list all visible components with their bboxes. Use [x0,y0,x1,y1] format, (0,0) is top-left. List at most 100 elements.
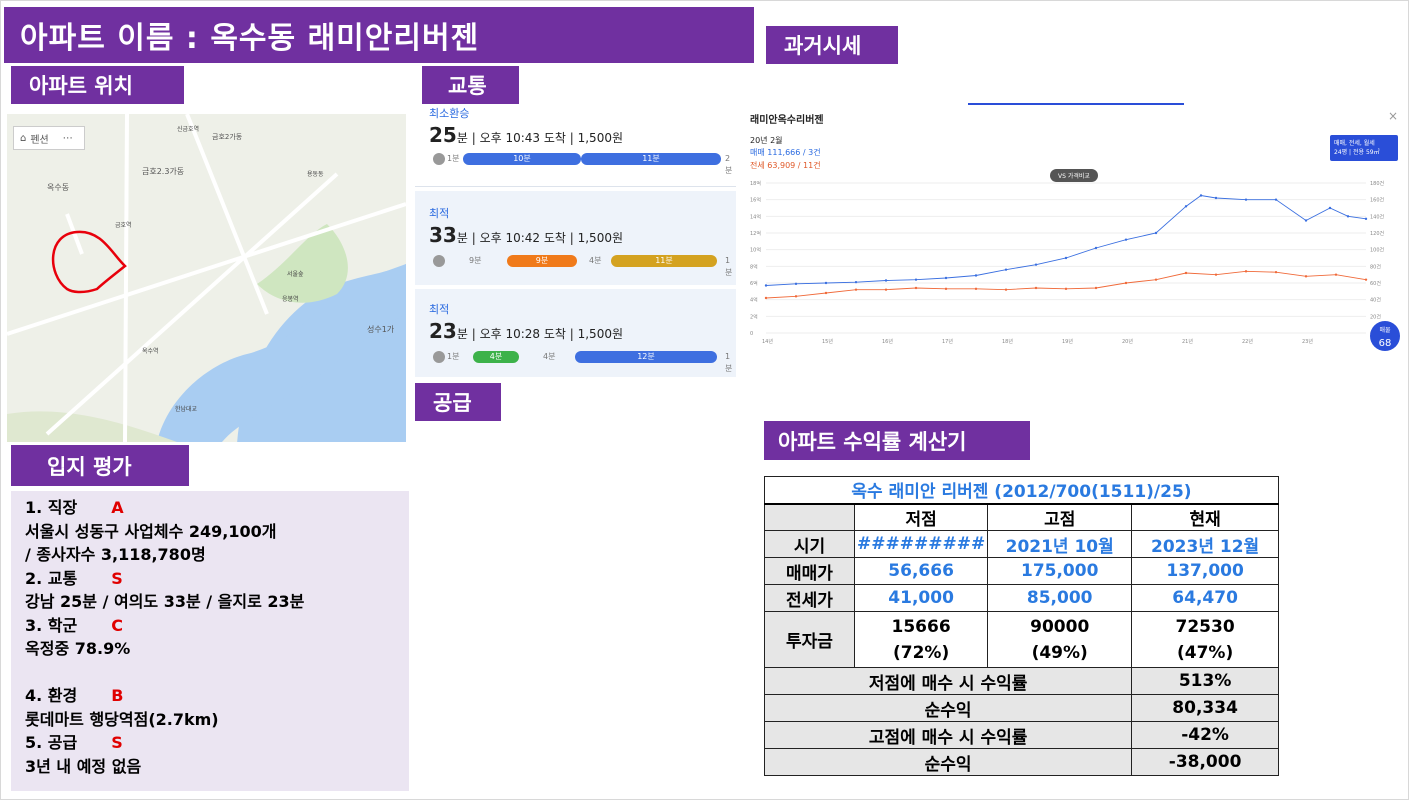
y-tick-label: 16억 [750,197,761,204]
data-point [914,278,918,281]
segment-time: 1분 [725,352,733,373]
summary-value: -38,000 [1131,748,1279,776]
eval-detail: 롯데마트 행당역점(2.7km) [25,709,219,729]
eval-detail: 서울시 성동구 사업체수 249,100개 [25,521,277,541]
deal-type-select[interactable]: 매매, 전세, 월세 24평 | 전용 59㎡ [1330,135,1398,161]
invest-amount: 90000 [1030,616,1090,637]
invest-amount: 72530 [1175,616,1235,637]
listing-count-badge[interactable]: 매물 68 [1370,321,1400,351]
calc-cell: 41,000 [853,584,989,612]
jeonse-summary: 전세 63,909 / 11건 [750,161,821,170]
calc-cell: 64,470 [1131,584,1279,612]
data-point [914,286,918,290]
data-point [884,279,888,282]
eval-item-head: 2. 교통 S [25,567,395,591]
segment-time: 4분 [543,352,556,361]
data-point [1034,263,1038,266]
y-tick-label: 6억 [750,280,758,287]
supply-heading: 공급 [415,383,501,421]
data-point [854,288,858,291]
x-tick-label: 17년 [942,338,953,345]
transit-panel: 최소환승 25분 | 오후 10:43 도착 | 1,500원 1분 10분 1… [415,107,736,377]
data-point [1124,238,1128,241]
calc-cell: 2023년 12월 [1131,530,1279,558]
page-title: 아파트 이름 : 옥수동 래미안리버젠 [4,7,754,63]
data-point [1244,198,1248,201]
y-tick-label: 2억 [750,313,758,320]
data-point [1154,278,1158,281]
data-point [1274,198,1278,201]
x-tick-label: 20년 [1122,338,1133,345]
eval-spacer [25,661,395,685]
data-point [974,274,978,277]
bus-segment: 10분 [463,153,581,165]
data-point [794,295,798,298]
data-point [1214,196,1218,200]
y2-tick-label: 140건 [1370,213,1385,220]
data-point [1184,205,1188,208]
eval-head: 2. 교통 [25,568,78,588]
y-tick-label: 8억 [750,263,758,270]
calculator-heading: 아파트 수익률 계산기 [764,421,1030,460]
x-tick-label: 15년 [822,338,833,345]
data-point [1004,268,1008,271]
x-tick-label: 22년 [1242,338,1253,345]
route-minutes: 33 [429,223,457,247]
x-tick-label: 14년 [762,338,773,345]
segment-time: 1분 [447,154,460,163]
map-label: 용동동 [307,171,324,178]
data-point [1094,286,1098,290]
x-tick-label: 23년 [1302,338,1313,345]
y-tick-label: 18억 [750,180,761,187]
map-label: 신금호역 [177,126,200,133]
calc-col-header: 고점 [987,503,1133,531]
calc-cell: 137,000 [1131,557,1279,585]
bus-segment: 12분 [575,351,717,363]
y2-tick-label: 80건 [1370,263,1381,270]
route-option[interactable]: 최적 33분 | 오후 10:42 도착 | 1,500원 9분 9분 4분 1… [415,191,736,285]
calc-row-label: 매매가 [764,557,855,585]
chart-apartment-title: 래미안옥수리버젠 [750,115,824,126]
route-time: 23분 | 오후 10:28 도착 | 1,500원 [429,319,623,343]
eval-item-head: 5. 공급 S [25,731,395,755]
data-point [824,281,828,285]
eval-grade: C [111,615,123,635]
eval-grade: S [111,733,123,752]
map-label: 옥수역 [142,348,159,355]
y-tick-label: 10억 [750,247,761,254]
route-minutes-unit: 분 [456,231,468,245]
past-price-heading: 과거시세 [766,26,898,64]
y-tick-label: 0 [750,331,753,337]
route-option[interactable]: 최적 23분 | 오후 10:28 도착 | 1,500원 1분 4분 4분 1… [415,289,736,377]
route-label: 최적 [429,207,450,220]
segment-time: 9분 [469,256,482,265]
data-point [1244,270,1248,273]
data-point [944,287,948,291]
y2-tick-label: 160건 [1370,197,1385,204]
map-layer-chip[interactable]: ⌂ 펜션 ⋯ [13,126,85,150]
route-detail: 오후 10:42 도착 | 1,500원 [479,231,623,245]
y-tick-label: 12억 [750,230,761,237]
y-tick-label: 14억 [750,213,761,220]
summary-label: 순수익 [763,694,1133,722]
route-minutes: 23 [429,319,457,343]
segment-time: 2분 [725,154,733,175]
data-point [1199,194,1203,197]
close-icon[interactable]: × [1387,109,1398,123]
location-map[interactable]: ⌂ 펜션 ⋯ 신금호역 금호2가동 금호2.3가동 금호역 옥수동 옥수역 서울… [7,114,406,442]
calc-cell: 72530 (47%) [1131,611,1279,668]
summary-label: 순수익 [763,748,1133,776]
route-option[interactable]: 최소환승 25분 | 오후 10:43 도착 | 1,500원 1분 10분 1… [415,107,736,187]
calc-row-label: 시기 [764,530,855,558]
data-point [1334,273,1338,276]
summary-value: 513% [1131,667,1279,695]
data-point [1034,286,1038,290]
summary-value: 80,334 [1131,694,1279,722]
summary-label: 저점에 매수 시 수익률 [763,667,1133,695]
price-chart-panel: 래미안옥수리버젠 × 20년 2월 매매 111,666 / 3건 전세 63,… [746,103,1408,353]
eval-detail: 옥정중 78.9% [25,639,131,658]
y-tick-label: 4억 [750,297,758,304]
data-point [764,296,768,300]
compare-button[interactable]: VS 가격비교 [1050,169,1098,182]
